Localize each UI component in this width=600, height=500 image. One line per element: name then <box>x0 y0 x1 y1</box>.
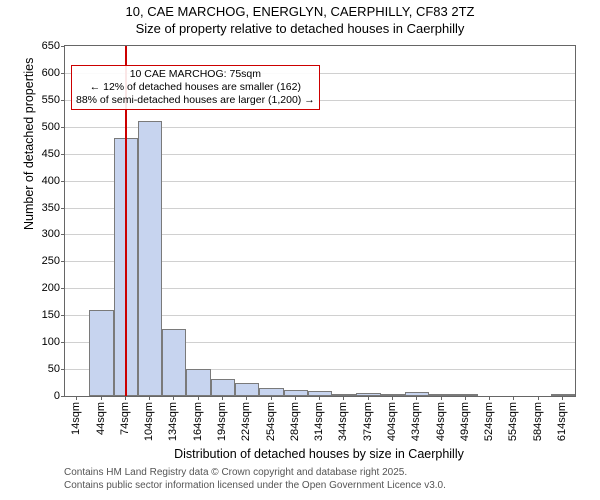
x-tick-label: 434sqm <box>410 402 422 441</box>
y-tick-mark <box>61 288 65 289</box>
annotation-line: 10 CAE MARCHOG: 75sqm <box>76 68 315 81</box>
y-tick-mark <box>61 181 65 182</box>
x-tick-mark <box>198 396 199 400</box>
y-tick-mark <box>61 100 65 101</box>
y-tick-mark <box>61 154 65 155</box>
attribution-line1: Contains HM Land Registry data © Crown c… <box>64 467 446 480</box>
x-tick-mark <box>416 396 417 400</box>
histogram-bar <box>138 121 162 396</box>
x-tick-label: 134sqm <box>167 402 179 441</box>
annotation-box: 10 CAE MARCHOG: 75sqm← 12% of detached h… <box>71 65 320 110</box>
x-tick-label: 374sqm <box>362 402 374 441</box>
x-tick-mark <box>295 396 296 400</box>
y-axis-title: Number of detached properties <box>22 210 36 230</box>
x-tick-mark <box>173 396 174 400</box>
histogram-bar <box>259 388 283 396</box>
y-tick-label: 350 <box>42 202 60 214</box>
chart-title-line2: Size of property relative to detached ho… <box>0 21 600 38</box>
x-tick-mark <box>222 396 223 400</box>
x-tick-label: 74sqm <box>119 402 131 435</box>
histogram-bar <box>162 329 186 396</box>
histogram-bar <box>186 369 210 396</box>
x-tick-label: 164sqm <box>192 402 204 441</box>
y-tick-mark <box>61 234 65 235</box>
x-tick-mark <box>368 396 369 400</box>
x-tick-label: 224sqm <box>240 402 252 441</box>
y-tick-mark <box>61 73 65 74</box>
x-tick-mark <box>101 396 102 400</box>
y-tick-mark <box>61 46 65 47</box>
x-tick-label: 44sqm <box>95 402 107 435</box>
y-tick-label: 200 <box>42 282 60 294</box>
x-tick-mark <box>562 396 563 400</box>
y-tick-label: 50 <box>48 363 60 375</box>
y-tick-label: 400 <box>42 175 60 187</box>
x-tick-label: 554sqm <box>507 402 519 441</box>
x-tick-label: 284sqm <box>289 402 301 441</box>
histogram-plot: 0501001502002503003504004505005506006501… <box>64 45 576 397</box>
x-tick-mark <box>319 396 320 400</box>
x-tick-mark <box>125 396 126 400</box>
x-tick-mark <box>271 396 272 400</box>
y-tick-mark <box>61 369 65 370</box>
x-tick-mark <box>465 396 466 400</box>
y-tick-mark <box>61 261 65 262</box>
y-tick-label: 650 <box>42 40 60 52</box>
y-tick-label: 450 <box>42 148 60 160</box>
y-tick-mark <box>61 127 65 128</box>
y-tick-label: 550 <box>42 94 60 106</box>
histogram-bar <box>235 383 259 396</box>
x-tick-label: 494sqm <box>459 402 471 441</box>
y-tick-label: 600 <box>42 67 60 79</box>
y-tick-label: 300 <box>42 228 60 240</box>
x-axis-title: Distribution of detached houses by size … <box>64 447 574 461</box>
annotation-line: 88% of semi-detached houses are larger (… <box>76 94 315 107</box>
x-tick-mark <box>246 396 247 400</box>
x-tick-label: 314sqm <box>313 402 325 441</box>
y-tick-mark <box>61 208 65 209</box>
y-tick-label: 0 <box>54 390 60 402</box>
y-tick-mark <box>61 396 65 397</box>
histogram-bar <box>211 379 235 396</box>
x-tick-mark <box>76 396 77 400</box>
x-tick-label: 254sqm <box>265 402 277 441</box>
x-tick-mark <box>489 396 490 400</box>
y-tick-label: 500 <box>42 121 60 133</box>
attribution-line2: Contains public sector information licen… <box>64 480 446 493</box>
x-tick-label: 614sqm <box>556 402 568 441</box>
y-tick-mark <box>61 315 65 316</box>
y-tick-label: 100 <box>42 336 60 348</box>
y-tick-label: 150 <box>42 309 60 321</box>
x-tick-label: 524sqm <box>483 402 495 441</box>
x-tick-mark <box>149 396 150 400</box>
x-tick-label: 464sqm <box>435 402 447 441</box>
x-tick-label: 584sqm <box>532 402 544 441</box>
histogram-bar <box>89 310 113 396</box>
x-tick-mark <box>441 396 442 400</box>
x-tick-label: 194sqm <box>216 402 228 441</box>
x-tick-mark <box>343 396 344 400</box>
attribution-block: Contains HM Land Registry data © Crown c… <box>64 467 446 492</box>
chart-title-line1: 10, CAE MARCHOG, ENERGLYN, CAERPHILLY, C… <box>0 4 600 21</box>
x-tick-mark <box>392 396 393 400</box>
x-tick-label: 14sqm <box>70 402 82 435</box>
x-tick-label: 344sqm <box>337 402 349 441</box>
x-tick-label: 104sqm <box>143 402 155 441</box>
y-tick-mark <box>61 342 65 343</box>
x-tick-mark <box>538 396 539 400</box>
y-tick-label: 250 <box>42 255 60 267</box>
chart-title-block: 10, CAE MARCHOG, ENERGLYN, CAERPHILLY, C… <box>0 0 600 38</box>
annotation-line: ← 12% of detached houses are smaller (16… <box>76 81 315 94</box>
x-tick-mark <box>513 396 514 400</box>
x-tick-label: 404sqm <box>386 402 398 441</box>
